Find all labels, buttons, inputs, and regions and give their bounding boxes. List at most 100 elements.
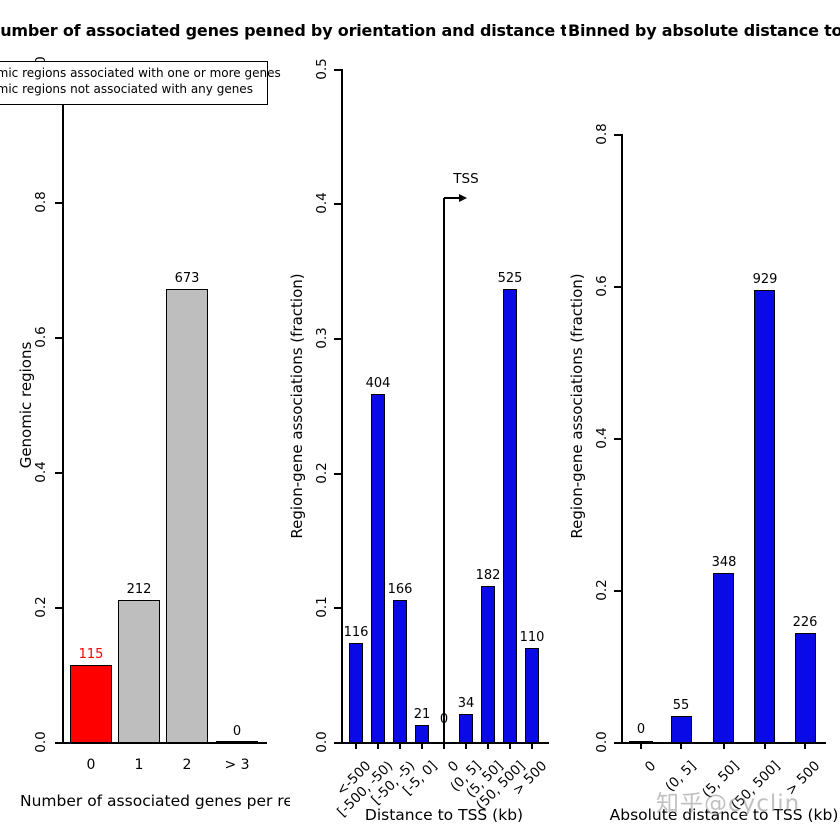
panel2-x-axis <box>341 742 549 744</box>
panel2-xtick <box>487 743 489 749</box>
panel3-title-clip: Binned by absolute distance to TSS <box>566 21 840 44</box>
panel1-xtick-label: 0 <box>86 757 96 773</box>
bar-dist-5-50 <box>481 586 495 743</box>
bar-value-label: 34 <box>457 696 475 711</box>
panel2-y-axis <box>341 69 343 743</box>
panel2-ytick-label: 0.5 <box>314 58 330 80</box>
bar-value-label: 55 <box>672 698 690 713</box>
panel1-title: Number of associated genes per region <box>0 21 270 40</box>
bar-dist--500--50 <box>371 394 385 743</box>
panel3-ytick <box>614 590 622 592</box>
panel1-xtick-label: > 3 <box>224 757 250 773</box>
panel2-ytick <box>334 203 342 205</box>
panel2-x-axis-title: Distance to TSS (kb) <box>364 806 524 824</box>
bar-value-label: 0 <box>232 724 242 739</box>
bar-value-label: 226 <box>792 615 818 630</box>
panel1-ytick-label: 0.6 <box>33 326 49 348</box>
panel1-y-axis-title: Genomic regions <box>17 341 35 469</box>
bar-value-label: 348 <box>711 555 737 570</box>
panel2-ytick <box>334 607 342 609</box>
panel3-ytick <box>614 134 622 136</box>
bar-value-label: 673 <box>174 271 200 286</box>
panel3-xtick <box>764 743 766 749</box>
panel3-ytick-label: 0.0 <box>594 731 610 753</box>
bar-value-label: 166 <box>387 582 413 597</box>
panel2-ytick <box>334 473 342 475</box>
bar-genes-gt3-zero <box>216 740 258 743</box>
panel3-ytick-label: 0.8 <box>594 123 610 145</box>
bar-dist-0-5 <box>459 714 473 743</box>
panel3-ytick <box>614 742 622 744</box>
panel2-ytick-label: 0.3 <box>314 327 330 349</box>
bar-value-label: 0 <box>636 722 646 737</box>
panel1-ytick <box>55 337 63 339</box>
panel3-x-axis-title: Absolute distance to TSS (kb) <box>609 806 839 824</box>
panel2-ytick <box>334 338 342 340</box>
tss-arrowhead-icon <box>459 193 467 202</box>
panel2-ytick-label: 0.1 <box>314 596 330 618</box>
panel2-xtick <box>465 743 467 749</box>
panel3-xtick <box>804 743 806 749</box>
panel1-y-axis <box>62 67 64 743</box>
panel2-ytick-label: 0.2 <box>314 462 330 484</box>
panel1-ytick <box>55 742 63 744</box>
panel2-xtick <box>509 743 511 749</box>
legend-item-label: Genomic regions not associated with any … <box>0 82 253 96</box>
bar-value-label: 212 <box>126 582 152 597</box>
panel3-ytick <box>614 286 622 288</box>
panel1-ytick-label: 0.4 <box>33 461 49 483</box>
panel2-xtick <box>399 743 401 749</box>
bar-dist--50--5 <box>393 600 407 743</box>
bar-dist-lt-500 <box>349 643 363 743</box>
panel3-xtick <box>680 743 682 749</box>
panel1-ytick-label: 0.8 <box>33 191 49 213</box>
bar-dist-gt500 <box>525 648 539 743</box>
bar-value-label: 182 <box>475 568 501 583</box>
bar-value-label: 525 <box>497 271 523 286</box>
bar-absdist-5-50 <box>713 573 734 743</box>
panel3-ytick-label: 0.2 <box>594 579 610 601</box>
panel2-xtick <box>443 743 445 749</box>
panel3-xtick-label: 0 <box>641 758 660 776</box>
panel1-title-clip: Number of associated genes per region <box>0 21 270 44</box>
panel2-xtick <box>377 743 379 749</box>
bar-absdist-0-5 <box>671 716 692 743</box>
bar-value-label: 0 <box>439 712 449 727</box>
panel1-x-axis-title-clip: Number of associated genes per region <box>0 792 290 814</box>
panel1-ytick <box>55 607 63 609</box>
panel2-ytick-label: 0.4 <box>314 192 330 214</box>
panel1-xtick-label: 2 <box>182 757 192 773</box>
panel3-xtick <box>640 743 642 749</box>
bar-value-label: 115 <box>78 647 104 662</box>
panel1-ytick <box>55 472 63 474</box>
bar-absdist-gt500 <box>795 633 816 743</box>
panel1-x-axis <box>62 742 267 744</box>
panel2-xtick <box>421 743 423 749</box>
bar-value-label: 404 <box>365 376 391 391</box>
panel1-xtick-label: 1 <box>134 757 144 773</box>
legend: Genomic regions associated with one or m… <box>0 61 281 105</box>
panel2-ytick <box>334 69 342 71</box>
panel2-y-axis-title: Region-gene associations (fraction) <box>288 273 306 539</box>
panel3-xtick <box>723 743 725 749</box>
bar-genes-1 <box>118 600 160 743</box>
panel1-ytick-label: 0.0 <box>33 731 49 753</box>
bar-genes-0 <box>70 665 112 743</box>
panel2-xtick <box>531 743 533 749</box>
panel3-y-axis <box>621 134 623 743</box>
bar-dist-50-500 <box>503 289 517 743</box>
panel3-ytick-label: 0.4 <box>594 427 610 449</box>
bar-absdist-0-zero <box>629 740 653 743</box>
legend-item-label: Genomic regions associated with one or m… <box>0 66 281 80</box>
bar-value-label: 21 <box>413 707 431 722</box>
panel2-ytick-label: 0.0 <box>314 731 330 753</box>
panel1-x-axis-title: Number of associated genes per region <box>20 792 290 810</box>
panel2-xtick <box>355 743 357 749</box>
panel3-y-axis-title: Region-gene associations (fraction) <box>568 273 586 539</box>
panel2-title-clip: Binned by orientation and distance to TS… <box>270 21 566 44</box>
panel1-ytick <box>55 202 63 204</box>
bar-value-label: 929 <box>752 272 778 287</box>
tss-line <box>443 198 445 748</box>
panel3-ytick <box>614 438 622 440</box>
bar-dist--5-0 <box>415 725 429 743</box>
